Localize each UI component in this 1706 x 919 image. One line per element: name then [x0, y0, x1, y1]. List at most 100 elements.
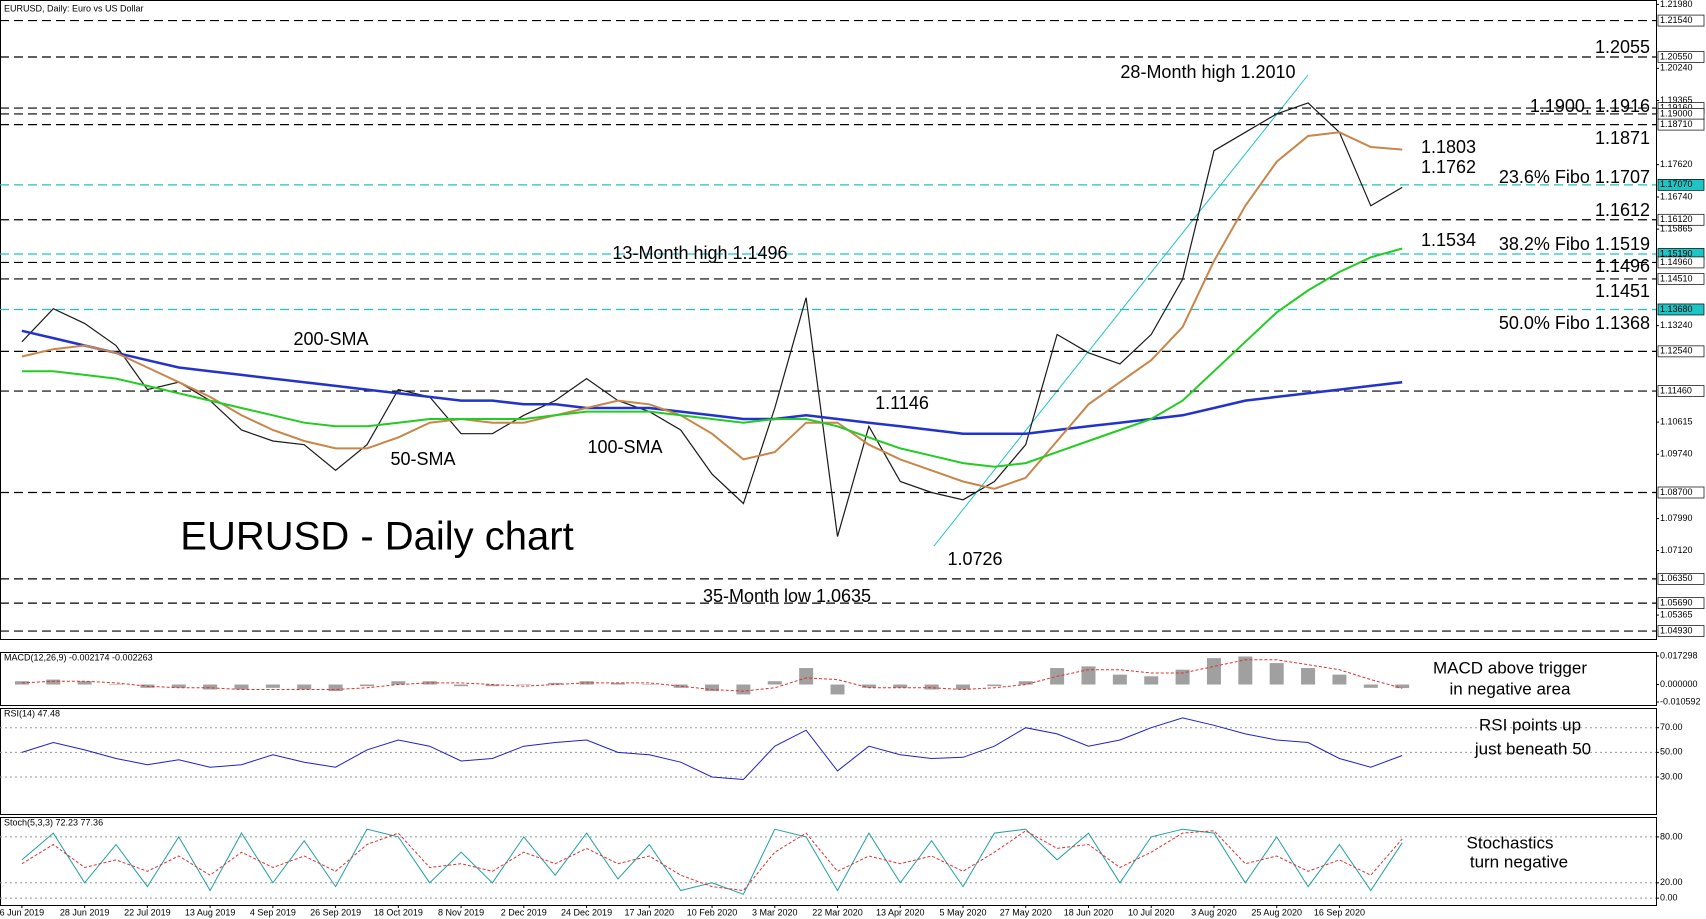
- bar: [234, 684, 249, 690]
- annotation: 23.6% Fibo 1.1707: [1499, 167, 1650, 187]
- series-line: [21, 247, 1403, 468]
- bar: [924, 684, 939, 690]
- y-tick-label: 1.05365: [1660, 609, 1693, 619]
- level-label: 1.06350: [1660, 573, 1693, 583]
- bar: [265, 684, 280, 688]
- level-label: 1.13680: [1660, 304, 1693, 314]
- panel-comment: in negative area: [1450, 679, 1572, 698]
- annotation: 50.0% Fibo 1.1368: [1499, 313, 1650, 333]
- level-label-box: [1657, 597, 1705, 609]
- bar: [1363, 684, 1378, 688]
- x-tick-label: 13 Apr 2020: [876, 907, 925, 917]
- bar: [767, 681, 782, 685]
- bar: [1269, 663, 1284, 685]
- bar: [109, 684, 124, 686]
- bar: [1395, 684, 1410, 689]
- bar: [1301, 668, 1316, 685]
- bar: [1081, 666, 1096, 685]
- level-label: 1.20550: [1660, 51, 1693, 61]
- level-label: 1.21540: [1660, 15, 1693, 25]
- x-tick-label: 3 Mar 2020: [752, 907, 798, 917]
- x-tick-label: 6 Jun 2019: [0, 907, 44, 917]
- bar: [642, 684, 657, 686]
- panel-comment: MACD above trigger: [1433, 658, 1587, 677]
- level-label: 1.05690: [1660, 598, 1693, 608]
- y-tick-label: 1.13240: [1660, 320, 1693, 330]
- bar: [956, 684, 970, 690]
- trend-line: [933, 74, 1309, 547]
- bar: [77, 681, 92, 685]
- y-tick-label: 20.00: [1660, 877, 1683, 887]
- series-line: [21, 329, 1403, 435]
- y-tick-label: 0.000000: [1660, 679, 1698, 689]
- series-line: [21, 102, 1403, 537]
- x-tick-label: 13 Aug 2019: [185, 907, 236, 917]
- x-tick-label: 18 Jun 2020: [1064, 907, 1114, 917]
- y-tick-label: 70.00: [1660, 722, 1683, 732]
- header: EURUSD, Daily: Euro vs US Dollar: [4, 3, 144, 13]
- bar: [297, 684, 312, 690]
- annotation: 1.1496: [1595, 256, 1650, 276]
- annotation: 1.1762: [1421, 157, 1476, 177]
- annotation: 50-SMA: [390, 449, 455, 469]
- annotation: 13-Month high 1.1496: [612, 243, 787, 263]
- x-tick-label: 4 Sep 2019: [250, 907, 296, 917]
- y-tick-label: 1.17620: [1660, 159, 1693, 169]
- level-label: 1.16120: [1660, 214, 1693, 224]
- y-tick-label: 1.07990: [1660, 513, 1693, 523]
- level-label-box: [1657, 179, 1705, 191]
- bar: [454, 684, 469, 687]
- level-label: 1.04930: [1660, 625, 1693, 635]
- level-label-box: [1657, 625, 1705, 637]
- series-line: [21, 830, 1403, 892]
- level-label-box: [1657, 213, 1705, 226]
- level-label: 1.18710: [1660, 119, 1693, 129]
- level-label: 1.11460: [1660, 385, 1692, 395]
- annotation: 1.1451: [1595, 281, 1650, 301]
- level-label: 1.15190: [1660, 248, 1693, 258]
- y-tick-label: 0.00: [1660, 892, 1678, 902]
- y-tick-label: 1.19365: [1660, 95, 1693, 105]
- bar: [359, 684, 374, 687]
- level-label: 1.19160: [1660, 102, 1693, 112]
- x-tick-label: 5 May 2020: [939, 907, 986, 917]
- rsi-panel: [0, 708, 1657, 815]
- level-label-box: [1657, 345, 1705, 358]
- panel-title: Stoch(5,3,3) 72.23 77.36: [4, 817, 103, 827]
- bar: [422, 681, 437, 685]
- macd-panel: [0, 652, 1657, 706]
- x-tick-label: 3 Aug 2020: [1191, 907, 1237, 917]
- x-tick-label: 22 Mar 2020: [812, 907, 863, 917]
- bar: [987, 684, 1002, 687]
- x-tick-label: 10 Feb 2020: [687, 907, 738, 917]
- y-tick-label: 1.16740: [1660, 191, 1693, 201]
- x-tick-label: 16 Sep 2020: [1314, 907, 1365, 917]
- level-label: 1.17070: [1660, 179, 1693, 189]
- y-tick-label: 1.20240: [1660, 63, 1693, 73]
- x-tick-label: 18 Oct 2019: [374, 907, 423, 917]
- bar: [171, 684, 186, 688]
- stoch-panel: [0, 817, 1657, 906]
- series-line: [21, 828, 1403, 895]
- level-label: 1.14510: [1660, 273, 1693, 283]
- bar: [485, 684, 500, 687]
- annotation: 1.1871: [1595, 128, 1650, 148]
- y-tick-label: 1.07120: [1660, 545, 1693, 555]
- annotation: 1.2055: [1595, 37, 1650, 57]
- bar: [861, 684, 876, 688]
- annotation: 1.0726: [947, 549, 1002, 569]
- bar: [1238, 656, 1253, 685]
- bar: [46, 679, 61, 685]
- y-tick-label: 1.10615: [1660, 416, 1693, 426]
- bar: [673, 684, 688, 688]
- annotation: 1.1900, 1.1916: [1530, 96, 1650, 116]
- bar: [1018, 681, 1033, 685]
- level-label: 1.14960: [1660, 257, 1693, 267]
- main-panel: [0, 0, 1657, 640]
- y-tick-label: 30.00: [1660, 771, 1683, 781]
- bar: [548, 682, 563, 685]
- level-label-box: [1657, 14, 1705, 27]
- bar: [516, 684, 531, 686]
- series-line: [21, 131, 1403, 490]
